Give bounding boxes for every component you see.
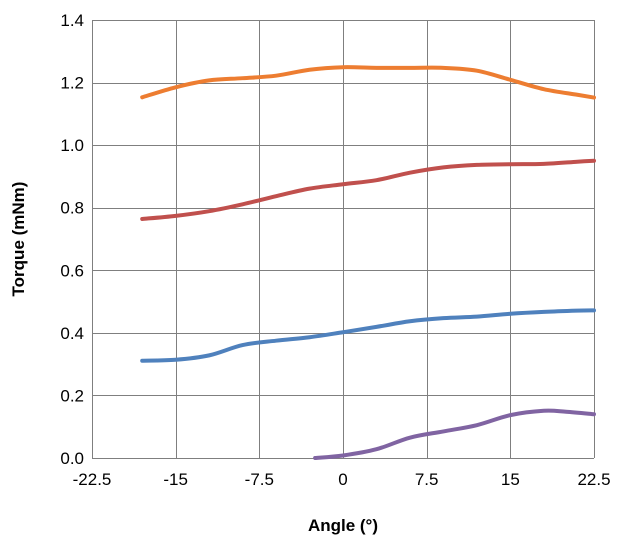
series-line-1 [140,65,596,100]
y-tick-label: 1.2 [60,74,84,93]
y-axis-ticks: 0.0 0.2 0.4 0.6 0.8 1.0 1.2 1.4 [60,11,84,468]
x-tick-label: 15 [501,470,520,489]
y-tick-label: 0.0 [60,449,84,468]
x-tick-label: 22.5 [577,470,610,489]
y-axis-title: Torque (mNm) [9,182,28,297]
y-tick-label: 1.4 [60,11,84,30]
x-tick-label: 7.5 [415,470,439,489]
x-axis-title: Angle (°) [308,516,378,535]
x-tick-label: -22.5 [73,470,112,489]
y-tick-label: 0.8 [60,199,84,218]
series-lines [140,65,596,460]
x-axis-ticks: -22.5 -15 -7.5 0 7.5 15 22.5 [73,470,611,489]
x-tick-label: 0 [338,470,347,489]
x-tick-label: -15 [163,470,188,489]
y-tick-label: 1.0 [60,136,84,155]
x-tick-label: -7.5 [245,470,274,489]
grid [92,20,595,459]
y-tick-label: 0.6 [60,261,84,280]
y-tick-label: 0.2 [60,386,84,405]
series-line-3 [140,308,596,363]
y-tick-label: 0.4 [60,324,84,343]
series-line-4 [313,408,596,460]
series-line-2 [140,158,596,221]
